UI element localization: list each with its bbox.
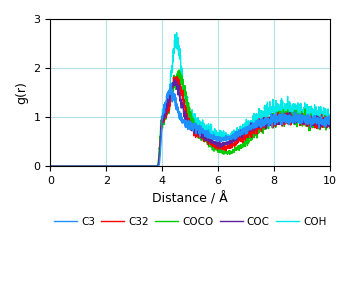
COC — [322, 120, 327, 124]
C3 — [80, 165, 84, 168]
C32 — [156, 164, 160, 168]
COCO — [322, 122, 327, 125]
COCO — [177, 68, 181, 72]
C32 — [97, 165, 101, 168]
C3 — [293, 116, 297, 119]
COC — [48, 165, 52, 168]
Y-axis label: g(r): g(r) — [15, 81, 28, 104]
COH — [322, 111, 327, 115]
COC — [168, 97, 172, 101]
Legend: C3, C32, COCO, COC, COH: C3, C32, COCO, COC, COH — [50, 213, 331, 231]
COC — [328, 122, 332, 125]
C32 — [322, 121, 327, 124]
Line: C3: C3 — [50, 83, 330, 166]
COCO — [97, 165, 101, 168]
Line: C32: C32 — [50, 76, 330, 166]
COC — [97, 165, 101, 168]
C3 — [97, 165, 101, 168]
COCO — [168, 102, 172, 106]
COC — [293, 122, 297, 125]
COCO — [156, 163, 160, 167]
COH — [293, 105, 297, 109]
COC — [173, 78, 177, 82]
Line: COC: COC — [50, 80, 330, 166]
COH — [48, 165, 52, 168]
COC — [80, 165, 84, 168]
COH — [168, 91, 172, 94]
C32 — [48, 165, 52, 168]
COCO — [80, 165, 84, 168]
C3 — [48, 165, 52, 168]
COCO — [328, 123, 332, 127]
C32 — [168, 104, 172, 108]
C32 — [80, 165, 84, 168]
C32 — [293, 117, 297, 120]
C3 — [322, 123, 327, 126]
COCO — [48, 165, 52, 168]
COH — [97, 165, 101, 168]
COC — [156, 164, 160, 168]
C3 — [168, 87, 172, 90]
C3 — [328, 117, 332, 120]
C3 — [156, 165, 160, 168]
C32 — [175, 75, 180, 78]
COH — [156, 164, 160, 168]
COH — [175, 31, 179, 34]
Line: COCO: COCO — [50, 70, 330, 166]
COH — [80, 165, 84, 168]
C32 — [328, 122, 332, 126]
Line: COH: COH — [50, 32, 330, 166]
COH — [328, 114, 332, 118]
C3 — [169, 81, 174, 85]
X-axis label: Distance / Å: Distance / Å — [152, 191, 228, 205]
COCO — [293, 116, 297, 120]
